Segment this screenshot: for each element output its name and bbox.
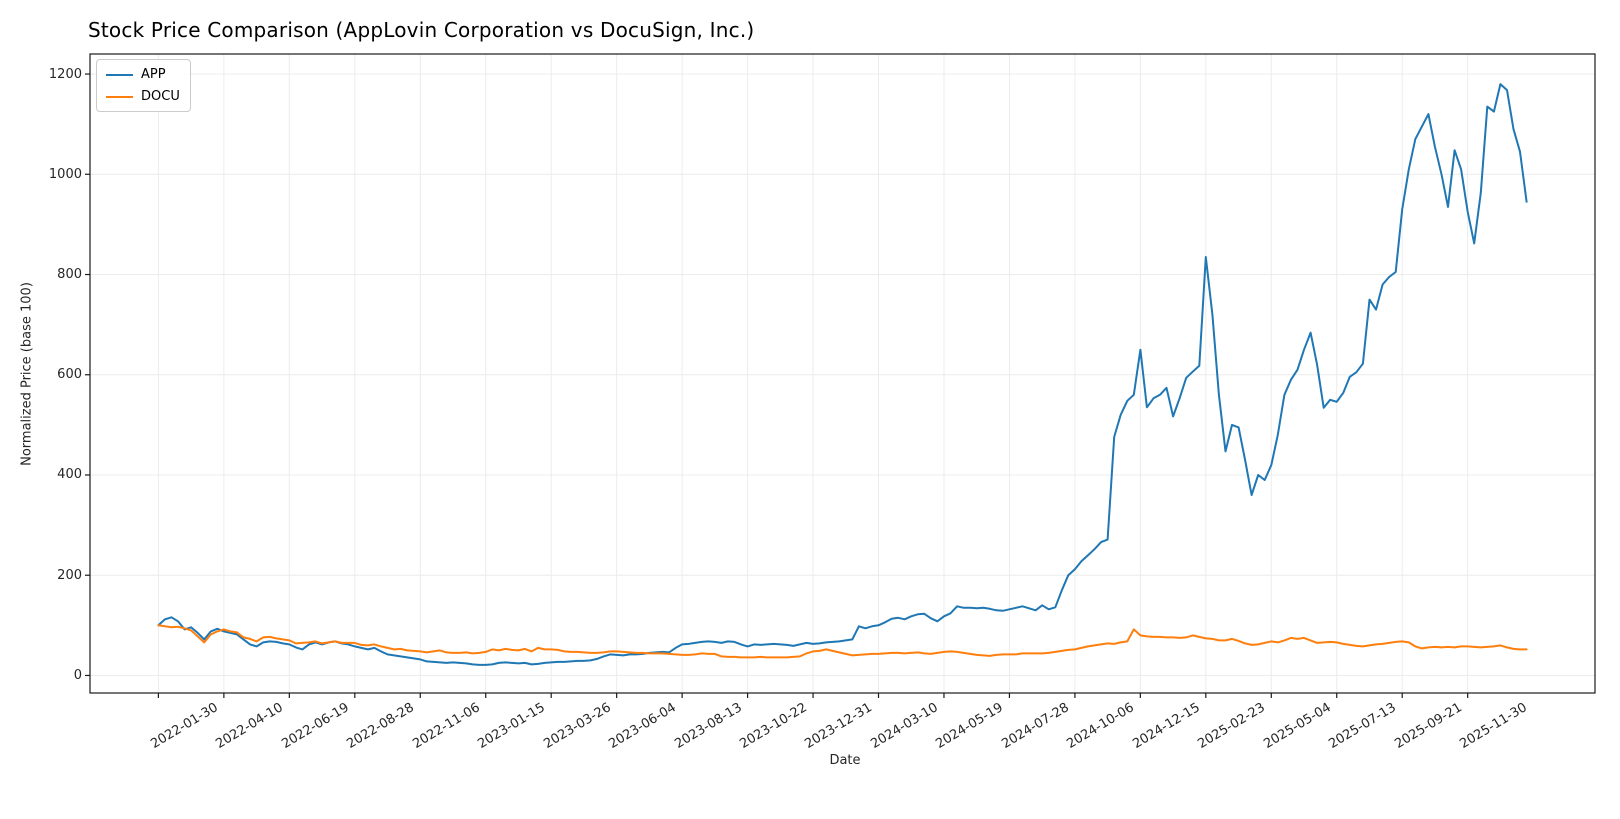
legend-label-docu: DOCU: [141, 89, 180, 104]
y-tick-label: 1000: [48, 166, 82, 182]
plot-border: [89, 53, 1596, 694]
y-tick-label: 600: [57, 367, 82, 383]
docu-line-swatch: [106, 95, 133, 98]
y-tick-label: 400: [57, 467, 82, 483]
legend-item-app: APP: [106, 67, 180, 82]
y-tick-label: 800: [57, 267, 82, 283]
legend: APP DOCU: [96, 59, 191, 112]
app-line: [157, 83, 1528, 666]
x-axis-label: Date: [829, 753, 861, 768]
y-tick-label: 1200: [48, 66, 82, 82]
docu-line: [157, 624, 1528, 659]
y-tick-label: 200: [57, 567, 82, 583]
legend-label-app: APP: [141, 67, 166, 82]
legend-item-docu: DOCU: [106, 89, 180, 104]
chart-title: Stock Price Comparison (AppLovin Corpora…: [88, 18, 755, 42]
y-tick-label: 0: [73, 667, 82, 683]
app-line-swatch: [106, 73, 133, 76]
